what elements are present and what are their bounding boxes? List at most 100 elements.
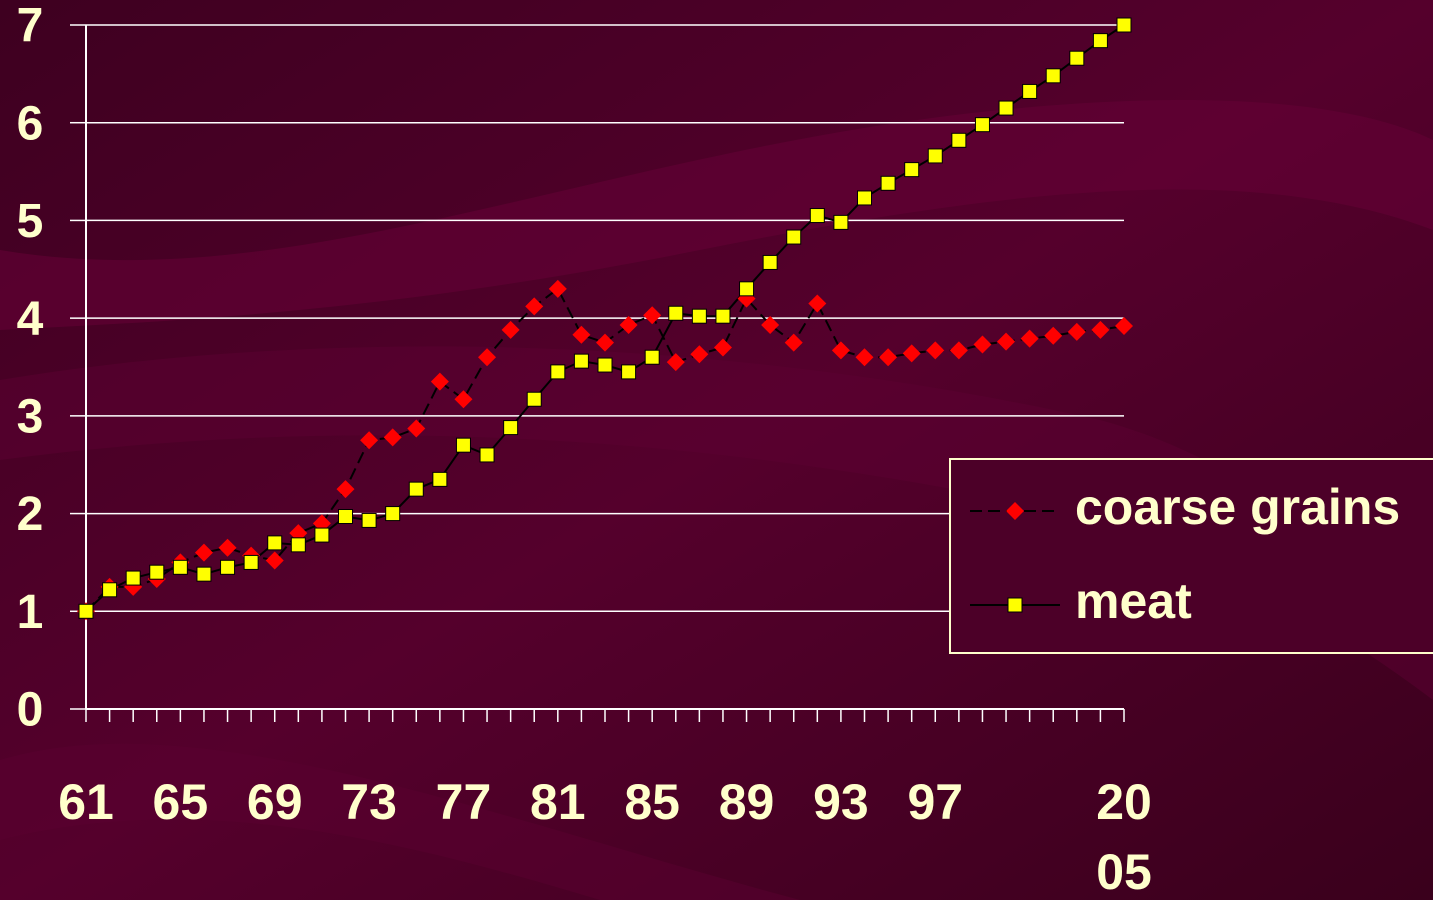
data-point — [902, 344, 921, 363]
data-point — [973, 335, 992, 354]
legend-label: meat — [1075, 573, 1192, 629]
legend-box — [949, 458, 1433, 654]
legend-marker — [1007, 597, 1023, 613]
decor — [0, 346, 1433, 700]
x-tick-label: 2005 — [1096, 774, 1152, 900]
data-point — [1020, 329, 1039, 348]
data-point — [619, 315, 638, 334]
data-point — [1045, 68, 1061, 84]
data-point — [691, 308, 707, 324]
data-point — [432, 471, 448, 487]
x-tick-label: 89 — [718, 774, 775, 830]
data-point — [855, 348, 874, 367]
data-point — [998, 100, 1014, 116]
data-point — [597, 357, 613, 373]
y-tick-label: 0 — [17, 684, 44, 737]
x-tick-label: 73 — [341, 774, 397, 830]
data-point — [879, 348, 898, 367]
data-point — [196, 566, 212, 582]
data-point — [596, 333, 614, 352]
data-point — [784, 333, 803, 352]
data-point — [1044, 326, 1063, 345]
data-point — [1022, 83, 1038, 99]
y-tick-label: 4 — [17, 293, 44, 346]
x-tick-label: 93 — [813, 774, 869, 830]
y-tick-label: 6 — [17, 97, 44, 150]
data-point — [573, 353, 589, 369]
x-tick-label: 61 — [58, 774, 114, 830]
y-tick-label: 5 — [17, 195, 44, 248]
data-point — [220, 559, 236, 575]
data-point — [385, 506, 401, 522]
data-point — [243, 554, 259, 570]
data-point — [478, 348, 497, 367]
data-point — [666, 353, 685, 372]
data-point — [407, 419, 426, 438]
data-point — [951, 132, 967, 148]
data-point — [572, 325, 591, 344]
data-point — [267, 535, 283, 551]
data-point — [715, 308, 731, 324]
data-point — [102, 582, 118, 598]
data-point — [526, 391, 542, 407]
data-point — [621, 364, 637, 380]
data-point — [713, 338, 732, 357]
data-point — [172, 559, 188, 575]
data-point — [338, 509, 353, 525]
data-point — [997, 332, 1016, 351]
data-point — [808, 294, 827, 313]
data-point — [1092, 33, 1108, 49]
data-point — [290, 537, 306, 553]
data-point — [1067, 322, 1086, 341]
y-tick-label: 2 — [17, 488, 44, 541]
data-point — [430, 372, 449, 391]
legend-label: coarse grains — [1075, 479, 1400, 535]
data-point — [974, 117, 990, 133]
y-tick-label: 1 — [17, 586, 44, 639]
data-point — [125, 570, 141, 586]
data-point — [501, 320, 520, 339]
data-point — [668, 305, 684, 321]
x-tick-label: 77 — [435, 774, 492, 830]
x-tick-label: 69 — [246, 774, 303, 830]
data-point — [383, 428, 402, 447]
data-point — [265, 551, 284, 570]
data-point — [809, 208, 825, 224]
decor — [0, 743, 800, 900]
data-point — [548, 279, 567, 298]
data-point — [525, 297, 544, 316]
data-point — [550, 364, 566, 380]
x-tick-label: 81 — [530, 774, 586, 830]
x-tick-label: 85 — [624, 774, 680, 830]
data-point — [833, 214, 849, 230]
data-point — [1115, 316, 1133, 335]
data-point — [949, 341, 968, 360]
data-point — [218, 538, 237, 557]
data-point — [690, 345, 709, 364]
data-point — [455, 437, 471, 453]
x-tick-label: 65 — [152, 774, 209, 830]
data-point — [360, 431, 379, 450]
data-point — [194, 543, 213, 562]
legend-marker — [1006, 502, 1024, 520]
data-point — [904, 162, 920, 178]
data-point — [408, 481, 424, 497]
decor — [0, 100, 1433, 330]
y-tick-label: 7 — [17, 0, 44, 53]
data-point — [643, 306, 662, 325]
data-point — [149, 564, 165, 580]
y-tick-label: 3 — [17, 391, 44, 444]
data-point — [831, 341, 850, 360]
data-point — [361, 512, 377, 528]
data-point — [336, 480, 355, 499]
data-point — [761, 315, 780, 334]
data-point — [454, 390, 473, 409]
data-point — [927, 148, 943, 164]
data-point — [1069, 50, 1085, 66]
data-point — [1091, 320, 1110, 339]
x-tick-label: 97 — [907, 774, 964, 830]
data-point — [926, 341, 945, 360]
data-point — [503, 420, 519, 436]
